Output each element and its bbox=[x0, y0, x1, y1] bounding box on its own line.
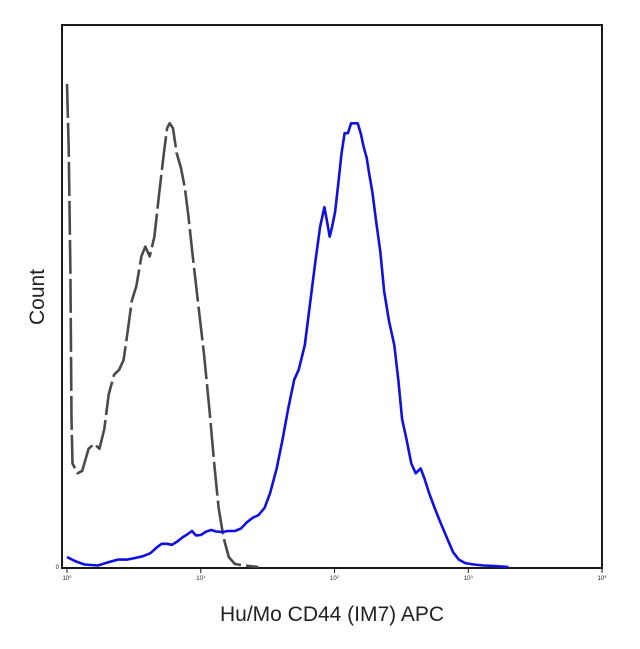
y-tick-label-0: 0 bbox=[56, 565, 60, 571]
plot-area bbox=[65, 83, 509, 569]
x-tick-label-2: 102 bbox=[330, 574, 340, 582]
x-tick-label-3: 103 bbox=[464, 574, 474, 582]
x-tick-label-0: 100 bbox=[63, 574, 73, 582]
axis-ticks: 100 101 102 103 104 0 bbox=[56, 565, 608, 582]
series-line-1 bbox=[65, 83, 259, 569]
y-axis-title: Count bbox=[26, 269, 49, 325]
plot-frame bbox=[61, 24, 603, 569]
x-tick-label-4: 104 bbox=[598, 574, 608, 582]
series-line-2 bbox=[66, 122, 509, 569]
x-tick-label-1: 101 bbox=[196, 574, 206, 582]
x-axis-title: Hu/Mo CD44 (IM7) APC bbox=[220, 603, 444, 626]
